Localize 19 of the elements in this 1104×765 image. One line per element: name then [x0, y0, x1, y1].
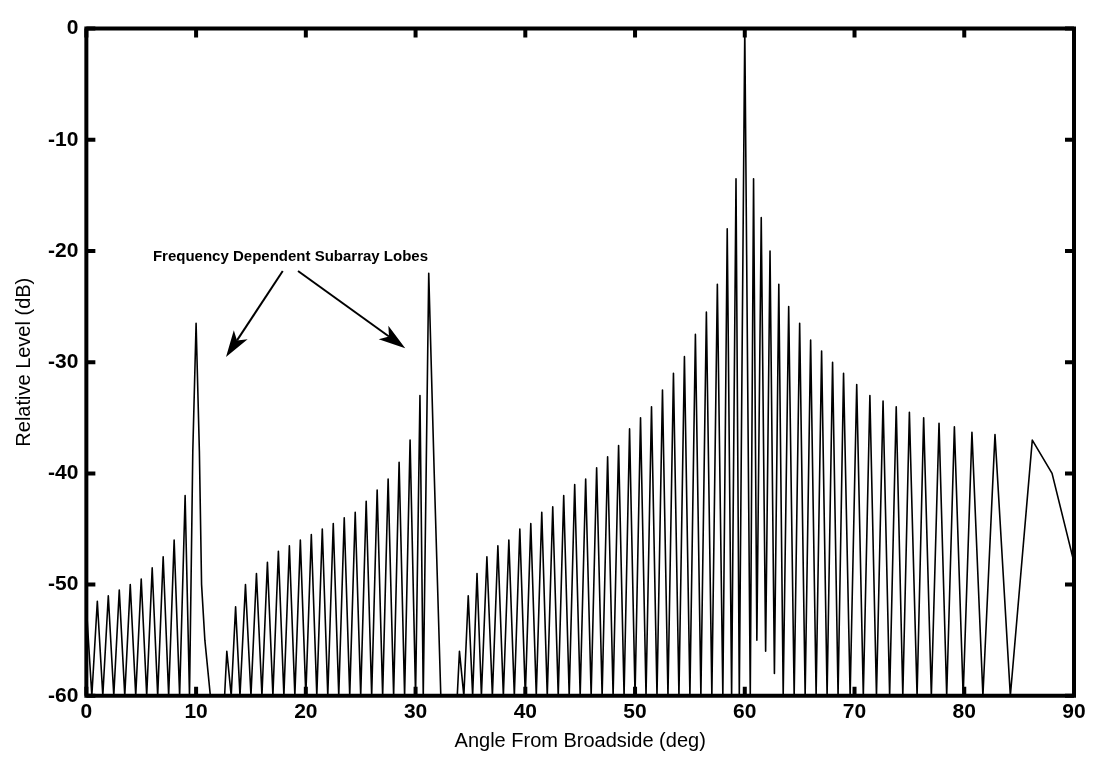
x-tick-label: 50 — [623, 699, 647, 723]
x-tick-label: 90 — [1062, 699, 1086, 723]
y-tick-label: -50 — [47, 571, 79, 595]
x-tick-label: 40 — [513, 699, 537, 723]
x-tick-label: 10 — [184, 699, 208, 723]
annotation: Frequency Dependent Subarray Lobes — [152, 246, 428, 264]
y-tick-label: -20 — [47, 237, 79, 261]
y-axis-title: Relative Level (dB) — [11, 277, 34, 447]
x-tick-label: 80 — [952, 699, 976, 723]
y-tick-label: -10 — [47, 126, 79, 150]
x-tick-label: 60 — [733, 699, 757, 723]
x-tick-label: 20 — [294, 699, 318, 723]
x-axis-title: Angle From Broadside (deg) — [454, 728, 706, 751]
y-tick-label: 0 — [66, 15, 79, 39]
y-tick-label: -40 — [47, 460, 79, 484]
x-tick-label: 30 — [403, 699, 428, 723]
y-tick-label: -30 — [47, 349, 79, 372]
y-tick-label: -60 — [47, 682, 79, 706]
x-tick-label: 70 — [842, 699, 867, 723]
